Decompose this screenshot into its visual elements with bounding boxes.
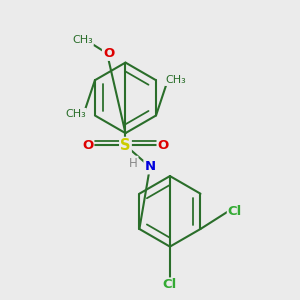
Text: CH₃: CH₃: [72, 35, 93, 45]
Text: O: O: [158, 139, 169, 152]
Text: CH₃: CH₃: [65, 109, 86, 119]
Text: O: O: [103, 47, 114, 60]
Text: H: H: [129, 157, 137, 170]
Text: CH₃: CH₃: [165, 75, 186, 85]
Text: Cl: Cl: [228, 205, 242, 218]
Text: S: S: [120, 138, 131, 153]
Text: Cl: Cl: [163, 278, 177, 292]
Text: O: O: [82, 139, 93, 152]
Text: N: N: [144, 160, 156, 173]
